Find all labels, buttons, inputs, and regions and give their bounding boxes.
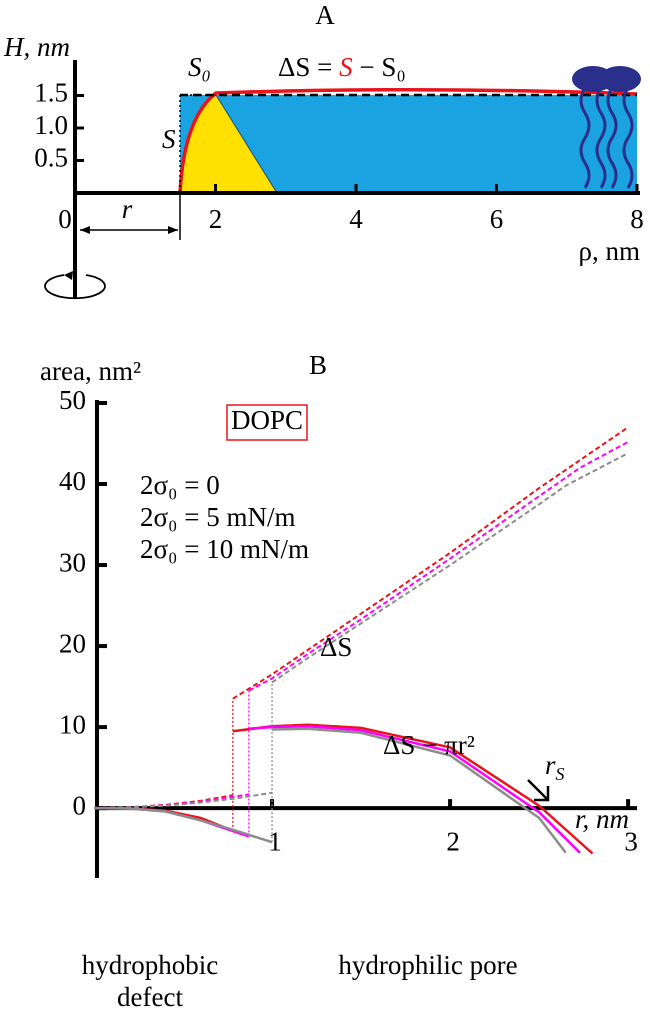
delta-s-line — [249, 442, 628, 691]
figure: A H, nm ρ, nm 0 2 4 6 8 0.51.01.5 S₀ Sr ΔS = S − S₀… — [0, 0, 650, 1023]
y-tick-label: 1.0 — [34, 110, 68, 140]
y-tick-label: 0 — [73, 790, 87, 820]
rs-label: rS — [545, 750, 565, 784]
x-tick-label: 3 — [624, 826, 638, 856]
panel-label: A — [315, 0, 335, 30]
x-axis-label: r, nm — [575, 804, 629, 834]
y-tick-label: 30 — [59, 547, 86, 577]
legend-entry: 2σ₀ = 10 mN/m — [140, 534, 309, 564]
y-tick-label: 40 — [59, 466, 86, 496]
region-label: defect — [117, 982, 183, 1012]
legend-entry: 2σ₀ = 0 — [140, 470, 220, 500]
x-tick-label: 6 — [490, 204, 504, 234]
y-axis-label: H, nm — [3, 32, 70, 62]
x-axis-label: ρ, nm — [579, 236, 640, 266]
x-tick-label: 2 — [209, 204, 223, 234]
legend-entry: 2σ₀ = 5 mN/m — [140, 502, 295, 532]
boxed-label: DOPC — [231, 405, 303, 435]
region-label: hydrophobic — [82, 950, 218, 980]
delta-s-minus-label: ΔS − πr² — [383, 730, 475, 760]
delta-s-formula: ΔS = S − S₀ — [278, 52, 406, 82]
panel-a-illustration — [45, 60, 641, 298]
y-tick-label: 1.5 — [34, 78, 68, 108]
r-label: r — [122, 194, 133, 224]
y-axis-label: area, nm² — [40, 356, 141, 386]
panel-label: B — [309, 350, 327, 380]
y-tick-label: 20 — [59, 628, 86, 658]
x-tick-label: 8 — [630, 204, 644, 234]
rs-label-part: S — [556, 764, 565, 784]
rs-label-part: r — [545, 750, 556, 780]
delta-s-formula-part: − S₀ — [353, 52, 406, 82]
s0-label: S₀ — [188, 52, 211, 82]
region-label: hydrophilic pore — [338, 950, 517, 980]
rotation-arrowhead — [64, 271, 73, 280]
y-tick-label: 50 — [59, 385, 86, 415]
x-tick-label: 4 — [349, 204, 363, 234]
delta-s-label: ΔS — [320, 632, 352, 662]
s-label: S — [162, 124, 176, 154]
delta-s-formula-part: ΔS = — [278, 52, 339, 82]
delta-s-formula-part: S — [339, 52, 353, 82]
y-tick-label: 10 — [59, 709, 86, 739]
lipid-head — [599, 66, 641, 92]
x-tick-label: 0 — [58, 204, 72, 234]
y-tick-label: 0.5 — [34, 143, 68, 173]
x-tick-label: 2 — [446, 826, 460, 856]
rs-arrow — [528, 780, 548, 800]
